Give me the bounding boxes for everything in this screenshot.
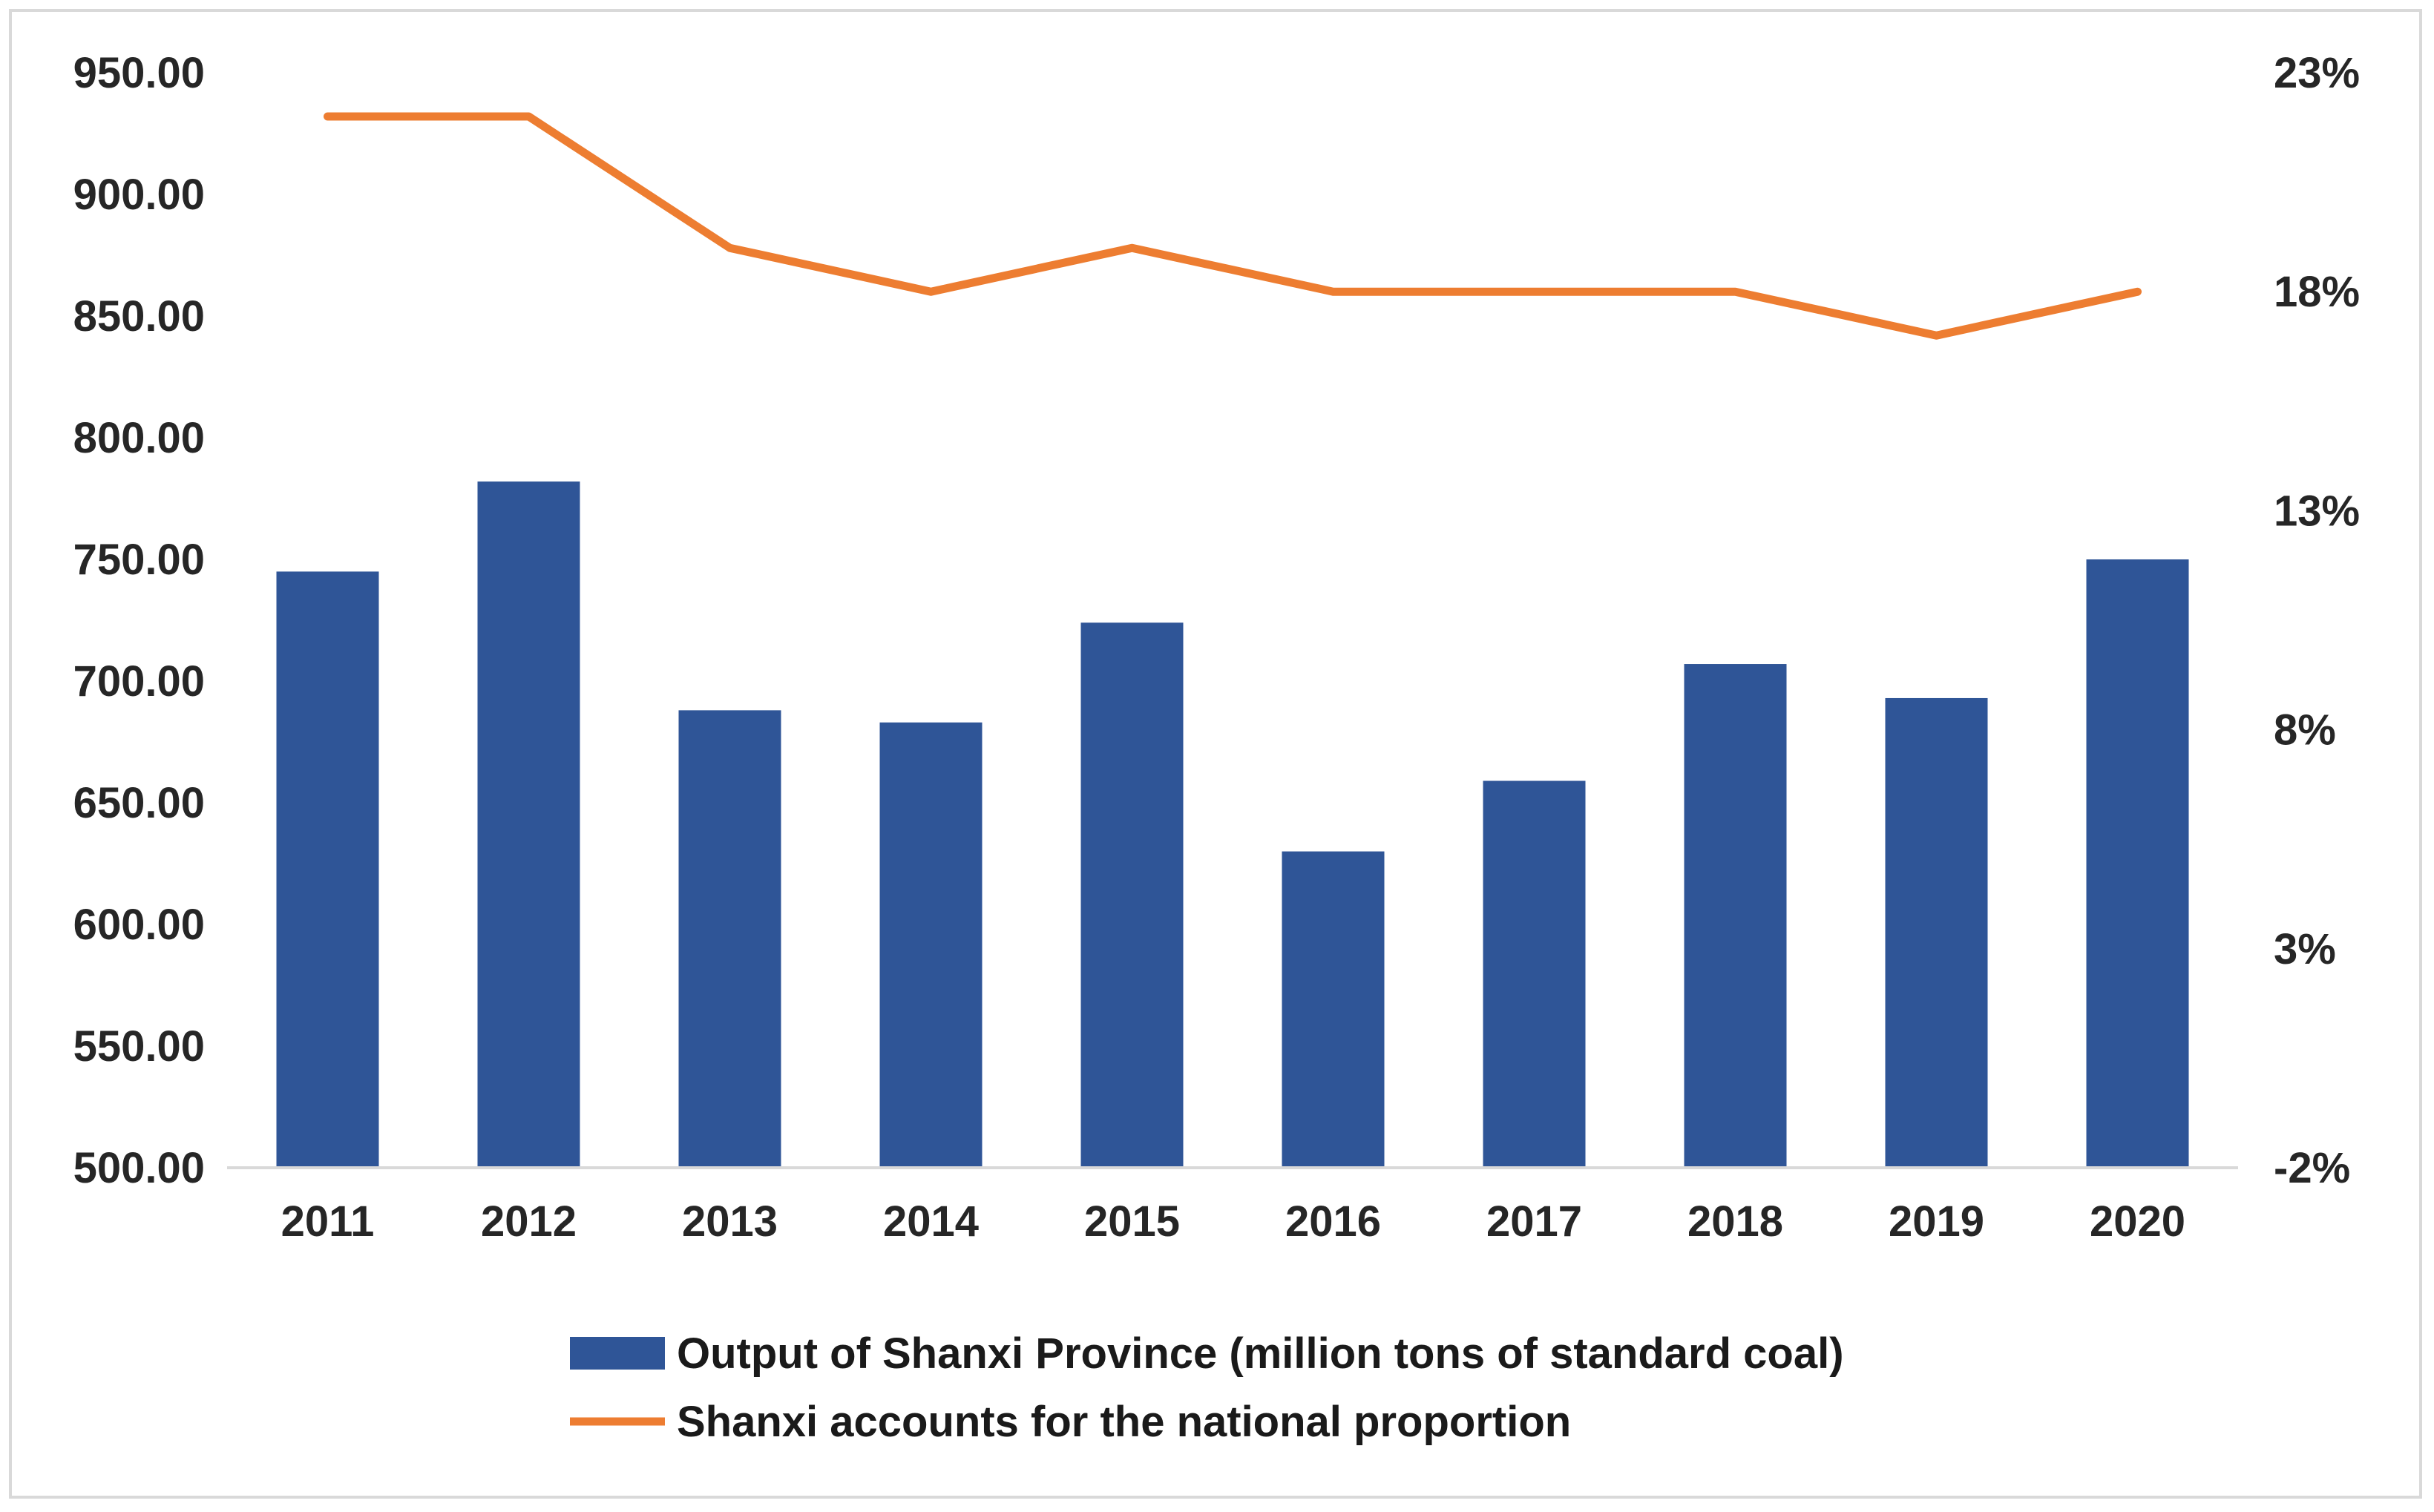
bar-2014 xyxy=(879,722,983,1168)
x-tick-label: 2019 xyxy=(1889,1197,1984,1246)
x-tick-label: 2017 xyxy=(1486,1197,1582,1246)
left-y-tick-label: 800.00 xyxy=(73,414,205,462)
proportion-point-2011 xyxy=(327,116,328,117)
line-layer xyxy=(324,112,2142,340)
right-y-tick-label: -2% xyxy=(2274,1144,2350,1192)
right-y-tick-label: 3% xyxy=(2274,925,2336,973)
left-y-tick-label: 500.00 xyxy=(73,1144,205,1192)
x-tick-label: 2015 xyxy=(1084,1197,1180,1246)
bar-2019 xyxy=(1885,697,1988,1168)
bar-2018 xyxy=(1684,664,1787,1168)
left-y-tick-label: 650.00 xyxy=(73,779,205,827)
left-y-tick-label: 600.00 xyxy=(73,901,205,949)
left-y-tick-label: 950.00 xyxy=(73,49,205,97)
chart-frame: 500.00 550.00 600.00 650.00 700.00 750.00 800.… xyxy=(9,9,2422,1499)
proportion-line xyxy=(324,112,2142,340)
bar-2013 xyxy=(678,710,781,1168)
x-tick-label: 2018 xyxy=(1687,1197,1783,1246)
x-tick-label: 2014 xyxy=(883,1197,979,1246)
left-y-tick-label: 750.00 xyxy=(73,536,205,584)
left-y-tick-label: 700.00 xyxy=(73,657,205,706)
left-y-tick-label: 550.00 xyxy=(73,1022,205,1071)
combo-chart: 500.00 550.00 600.00 650.00 700.00 750.00 800.… xyxy=(73,49,2361,1446)
right-y-tick-label: 13% xyxy=(2274,487,2360,535)
right-y-tick-label: 8% xyxy=(2274,706,2336,755)
x-tick-label: 2011 xyxy=(281,1197,375,1246)
x-axis: 2011 2012 2013 2014 2015 2016 2017 2018 2019 2020 xyxy=(281,1197,2185,1246)
bars-layer xyxy=(276,481,2189,1168)
bar-2011 xyxy=(276,571,379,1168)
legend-label-proportion: Shanxi accounts for the national proport… xyxy=(677,1398,1571,1446)
legend: Output of Shanxi Province (million tons … xyxy=(570,1329,1844,1446)
bar-2012 xyxy=(477,481,580,1168)
x-tick-label: 2013 xyxy=(682,1197,778,1246)
bar-2015 xyxy=(1080,622,1184,1168)
right-y-tick-label: 18% xyxy=(2274,268,2360,316)
left-y-tick-label: 900.00 xyxy=(73,171,205,219)
x-tick-label: 2016 xyxy=(1285,1197,1381,1246)
legend-swatch-output xyxy=(570,1337,665,1370)
proportion-point-2013 xyxy=(729,247,730,249)
x-tick-label: 2012 xyxy=(481,1197,577,1246)
left-y-tick-label: 850.00 xyxy=(73,292,205,341)
x-tick-label: 2020 xyxy=(2090,1197,2185,1246)
left-y-axis: 500.00 550.00 600.00 650.00 700.00 750.00 800.… xyxy=(73,49,205,1192)
bar-2020 xyxy=(2086,559,2189,1168)
legend-label-output: Output of Shanxi Province (million tons … xyxy=(677,1329,1844,1378)
right-y-tick-label: 23% xyxy=(2274,49,2360,97)
right-y-axis: -2% 3% 8% 13% 18% 23% xyxy=(2274,49,2360,1192)
bar-2016 xyxy=(1282,851,1385,1168)
bar-2017 xyxy=(1483,780,1586,1168)
proportion-point-2012 xyxy=(528,116,529,117)
proportion-point-2019 xyxy=(1936,335,1937,336)
